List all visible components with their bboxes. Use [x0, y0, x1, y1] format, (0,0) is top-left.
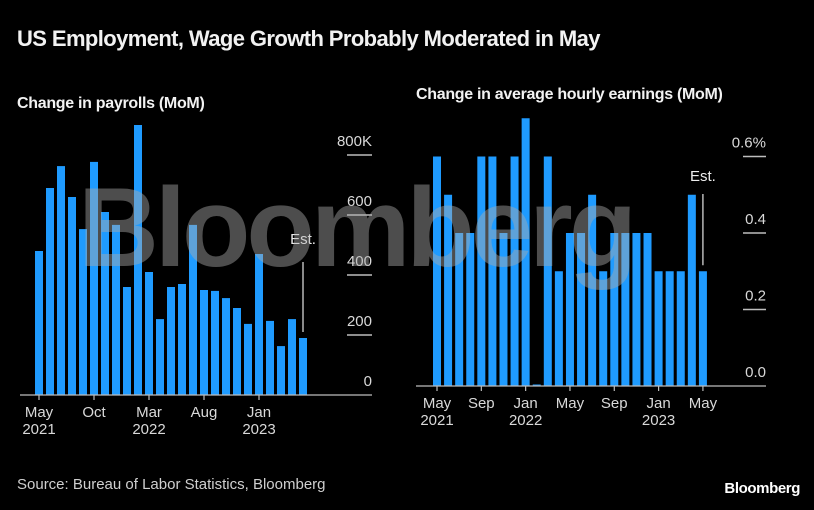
- bloomberg-logo: Bloomberg: [724, 480, 800, 497]
- estimate-label: Est.: [290, 231, 316, 248]
- y-tick-label: 0.2: [745, 288, 766, 305]
- bar: [57, 166, 65, 395]
- bar: [466, 233, 475, 386]
- chart-title: US Employment, Wage Growth Probably Mode…: [17, 26, 600, 51]
- bar: [444, 194, 453, 386]
- bar: [266, 320, 274, 395]
- y-tick-label: 0.6%: [732, 135, 766, 152]
- x-tick-year-label: 2021: [22, 421, 55, 438]
- bar: [35, 251, 43, 395]
- bar: [178, 284, 186, 395]
- y-tick-label: 400: [347, 253, 372, 270]
- bar: [455, 233, 464, 386]
- bar: [189, 224, 197, 395]
- bar: [167, 287, 175, 395]
- bar: [46, 188, 54, 395]
- bar: [200, 290, 208, 395]
- y-tick-label: 800K: [337, 133, 372, 150]
- y-tick-label: 0.0: [745, 364, 766, 381]
- bar: [565, 233, 574, 386]
- bar: [112, 224, 120, 395]
- x-tick-label: Mar: [136, 404, 162, 421]
- x-tick-year-label: 2022: [509, 412, 542, 429]
- x-tick-label: Oct: [82, 404, 106, 421]
- bar: [101, 212, 109, 395]
- x-tick-label: Aug: [191, 404, 218, 421]
- x-tick-year-label: 2023: [642, 412, 675, 429]
- y-tick-label: 200: [347, 313, 372, 330]
- x-tick-label: Sep: [601, 395, 628, 412]
- bar: [222, 298, 230, 395]
- bar: [621, 233, 630, 386]
- x-tick-label: May: [689, 395, 718, 412]
- bar: [632, 233, 641, 386]
- x-tick-label: Jan: [514, 395, 538, 412]
- bar: [676, 271, 685, 386]
- bar: [665, 271, 674, 386]
- x-tick-label: Jan: [247, 404, 271, 421]
- bar: [543, 156, 552, 386]
- bar: [233, 308, 241, 395]
- bar: [610, 233, 619, 386]
- x-tick-label: May: [556, 395, 585, 412]
- bar: [532, 384, 541, 386]
- y-tick-label: 600: [347, 193, 372, 210]
- bar: [588, 194, 597, 386]
- bar: [599, 271, 608, 386]
- bar: [510, 156, 519, 386]
- bar: [433, 156, 441, 386]
- bar: [68, 197, 76, 395]
- bar: [156, 319, 164, 395]
- bar: [79, 229, 87, 395]
- bar: [123, 287, 131, 395]
- bar: [288, 319, 296, 395]
- bar: [643, 233, 652, 386]
- x-tick-year-label: 2023: [242, 421, 275, 438]
- bar: [499, 233, 508, 386]
- bar: [299, 338, 307, 395]
- bar: [687, 194, 696, 386]
- x-tick-year-label: 2022: [132, 421, 165, 438]
- y-tick-label: 0: [364, 373, 372, 390]
- x-tick-label: Jan: [647, 395, 671, 412]
- bar: [698, 271, 707, 386]
- bar: [145, 272, 153, 395]
- bar: [211, 290, 219, 395]
- x-tick-label: May: [423, 395, 452, 412]
- bar: [488, 156, 497, 386]
- bar: [654, 271, 663, 386]
- bar: [90, 161, 98, 395]
- bar: [255, 254, 263, 395]
- x-tick-year-label: 2021: [420, 412, 453, 429]
- payrolls-chart-title: Change in payrolls (MoM): [17, 95, 205, 112]
- estimate-label: Est.: [690, 168, 716, 185]
- bar: [521, 118, 530, 386]
- y-tick-label: 0.4: [745, 211, 766, 228]
- bar: [477, 156, 486, 386]
- x-tick-label: Sep: [468, 395, 495, 412]
- x-tick-label: May: [25, 404, 54, 421]
- bar: [134, 125, 142, 395]
- bar: [554, 271, 563, 386]
- bar: [577, 233, 586, 386]
- earnings-chart-title: Change in average hourly earnings (MoM): [416, 86, 723, 103]
- bar: [277, 346, 285, 395]
- source-note: Source: Bureau of Labor Statistics, Bloo…: [17, 476, 326, 493]
- bar: [244, 323, 252, 395]
